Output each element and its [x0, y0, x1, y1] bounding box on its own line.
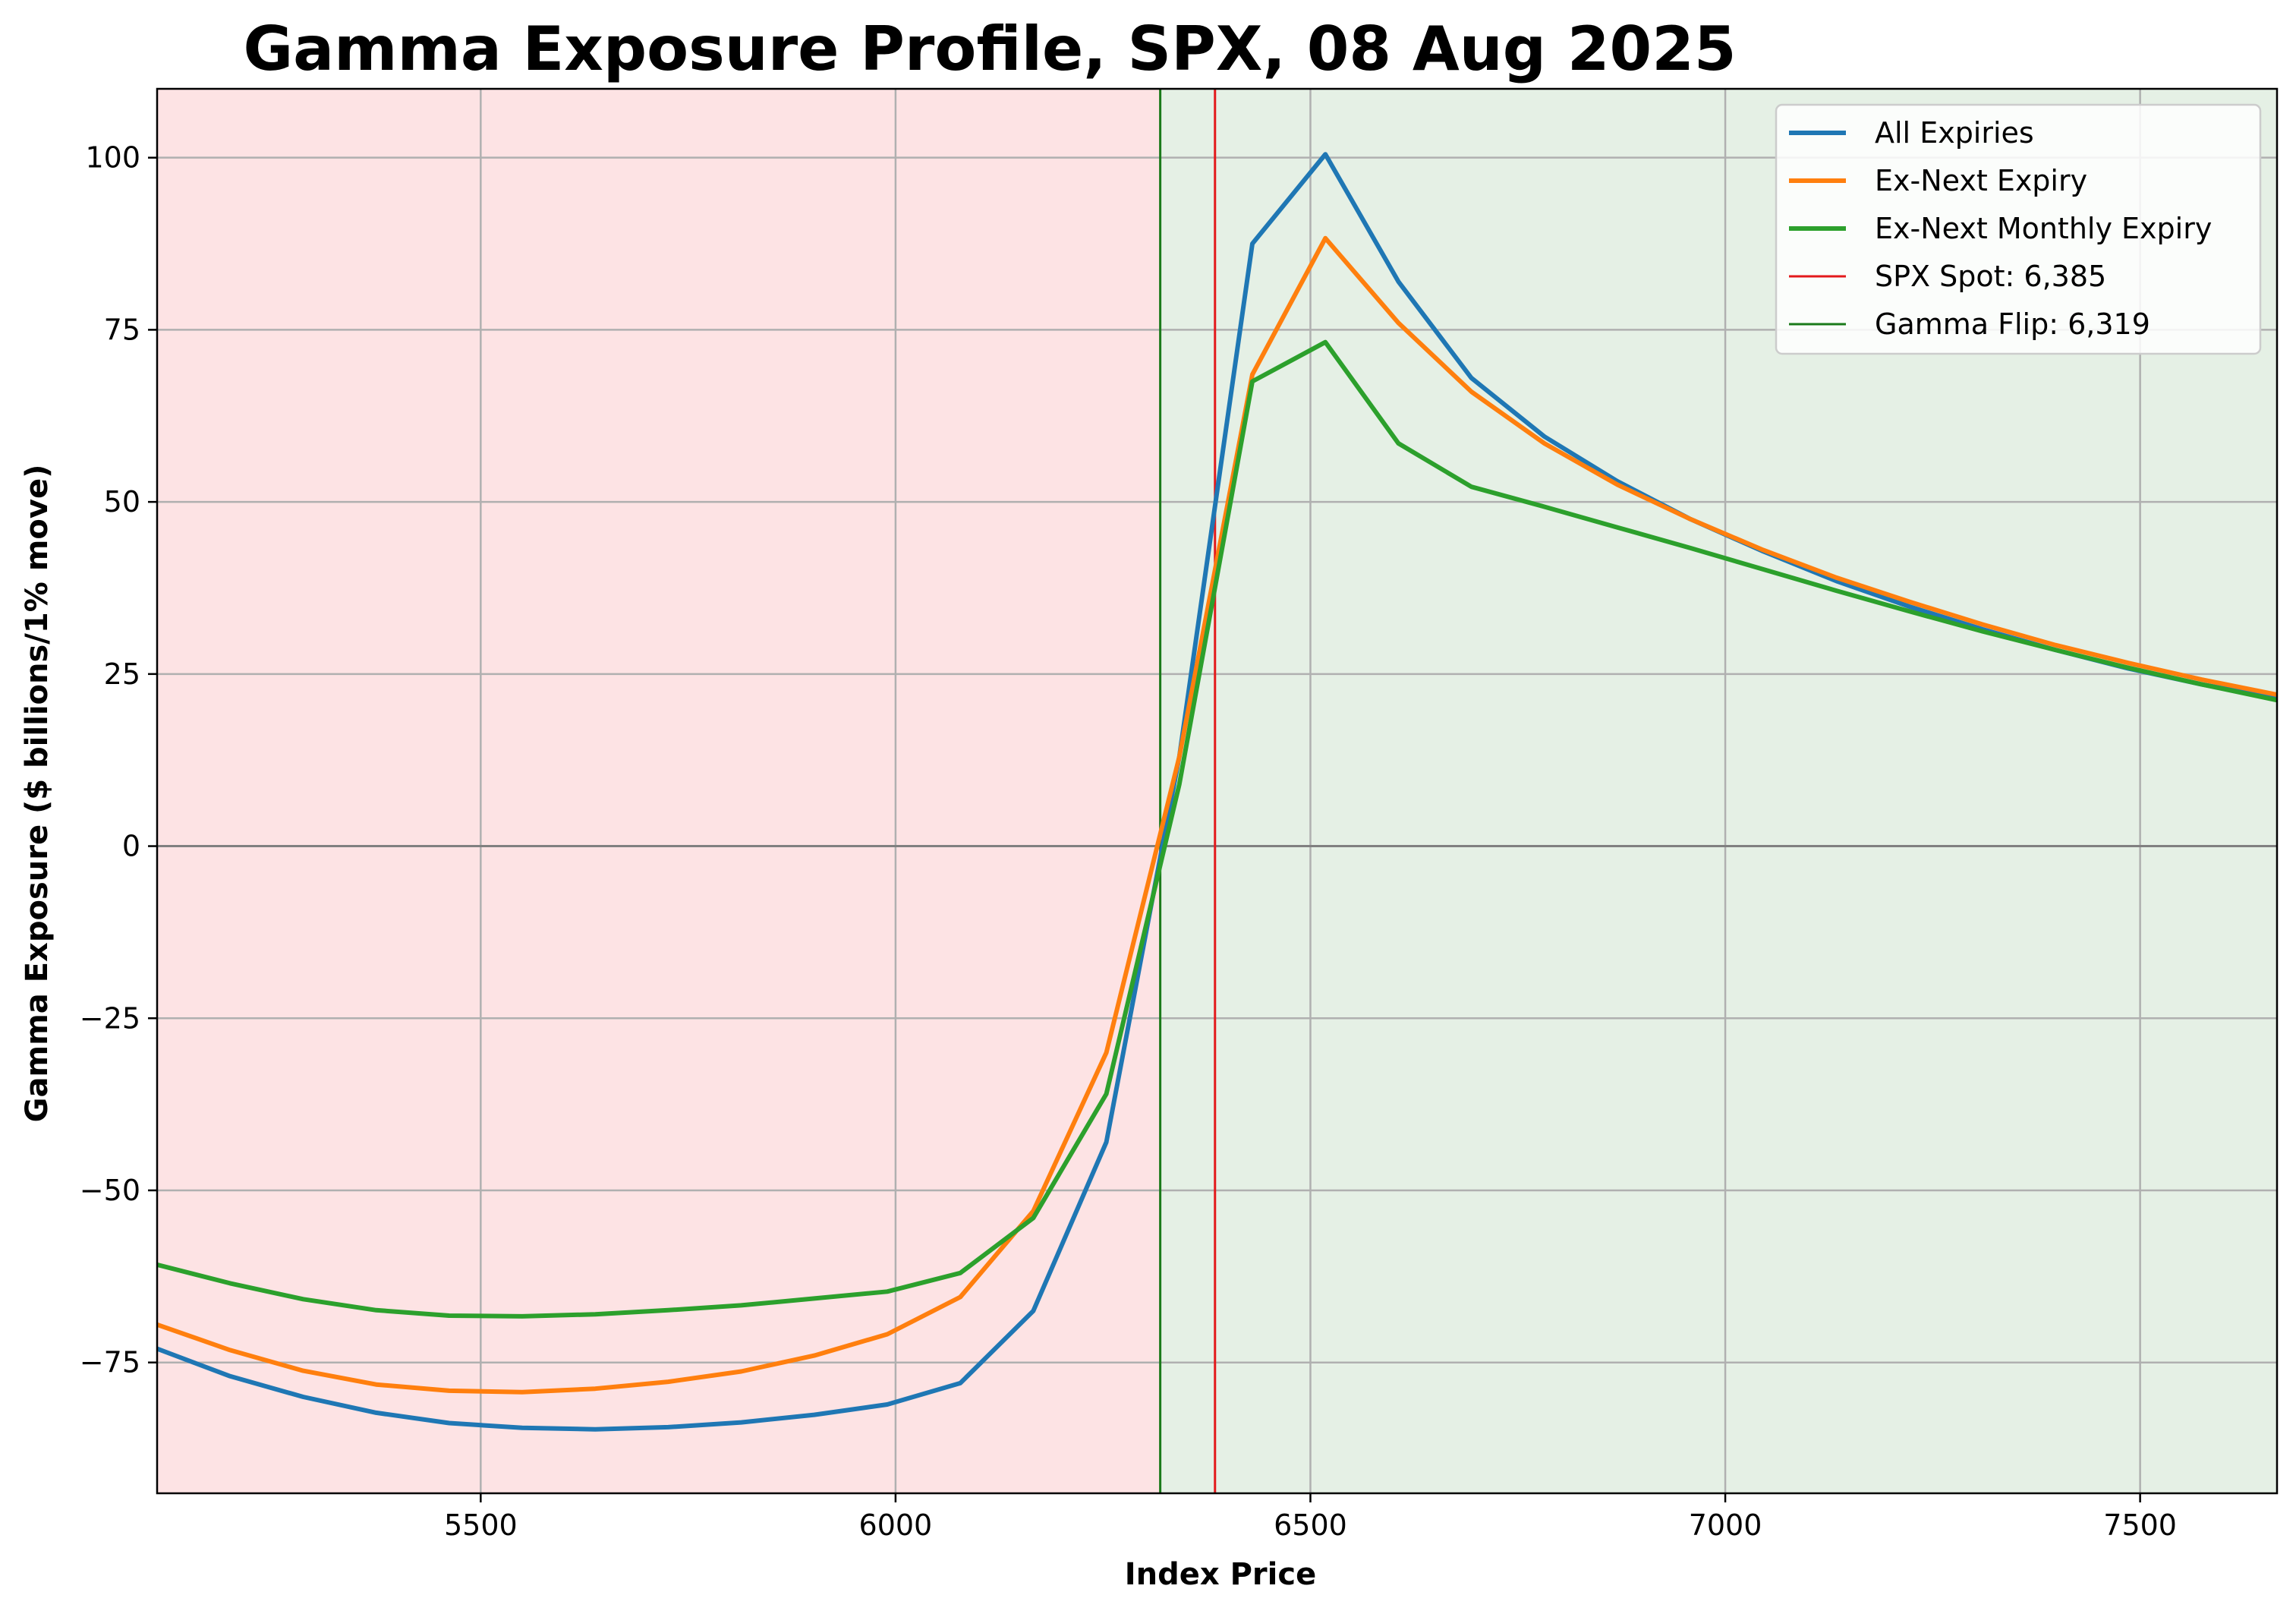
y-tick-label: 50	[104, 485, 140, 519]
series-line-3	[157, 339, 2277, 1319]
legend-label: All Expiries	[1875, 116, 2034, 150]
legend-label: Ex-Next Monthly Expiry	[1875, 212, 2212, 245]
x-tick-label: 7000	[1689, 1508, 1762, 1542]
series-line-1	[157, 152, 2277, 1432]
y-tick-label: 0	[122, 830, 140, 863]
legend-label: SPX Spot: 6,385	[1875, 260, 2106, 293]
x-tick-label: 6000	[859, 1508, 933, 1542]
x-tick-label: 6500	[1274, 1508, 1347, 1542]
y-tick-label: 75	[104, 313, 140, 346]
legend: All Expiries Ex-Next Expiry Ex-Next Monthl…	[1775, 103, 2262, 355]
legend-label: Gamma Flip: 6,319	[1875, 307, 2150, 341]
legend-label: Ex-Next Expiry	[1875, 164, 2087, 197]
y-tick-label: 100	[85, 141, 140, 175]
y-axis-label: Gamma Exposure ($ billions/1% move)	[20, 465, 55, 1123]
x-tick-label: 5500	[444, 1508, 518, 1542]
y-tick-label: −50	[80, 1174, 140, 1207]
x-tick-label: 7500	[2103, 1508, 2177, 1542]
series-line-2	[157, 235, 2277, 1395]
y-tick-label: 25	[104, 657, 140, 691]
y-tick-label: −25	[80, 1001, 140, 1035]
y-tick-label: −75	[80, 1346, 140, 1379]
series-lines	[157, 152, 2277, 1432]
legend-box	[1775, 103, 2262, 355]
chart-title: Gamma Exposure Profile, SPX, 08 Aug 2025	[243, 14, 1736, 84]
axis-ticks: 5500 6000 6500 7000 7500 −75 −50 −25 0 25 50 75 100	[80, 141, 2177, 1542]
x-axis-label: Index Price	[1125, 1557, 1316, 1592]
negative-gamma-region	[157, 89, 1161, 1493]
plot-frame	[156, 87, 2279, 1495]
